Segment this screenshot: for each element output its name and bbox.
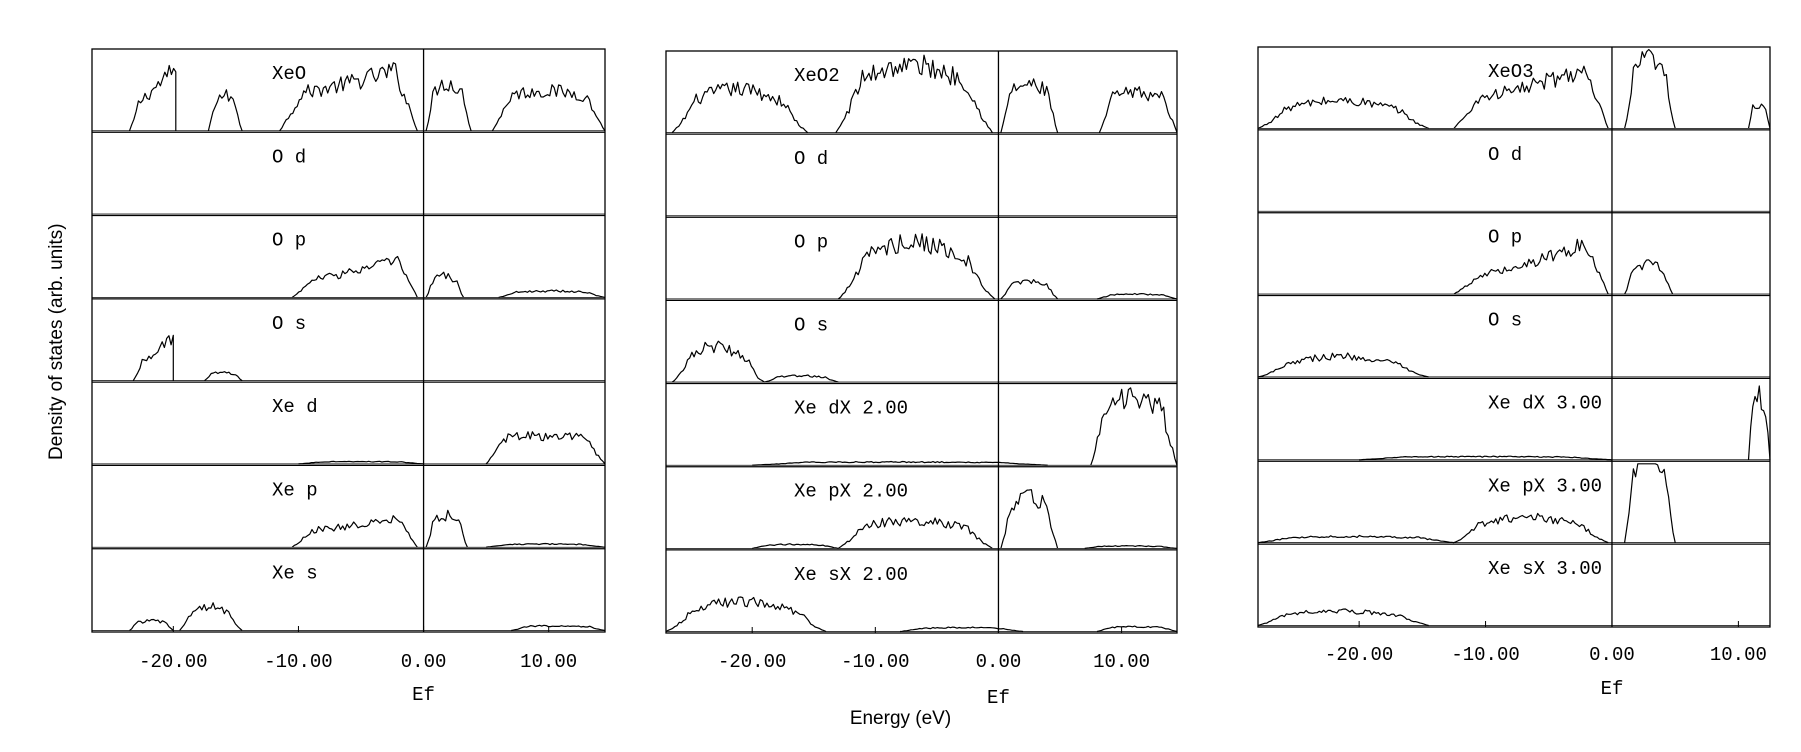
dos-curve [1257, 96, 1429, 129]
panel-label: O p [794, 231, 828, 253]
dos-curve [1624, 463, 1676, 543]
x-tick-label: 0.00 [976, 651, 1022, 673]
x-tick-label: 0.00 [401, 651, 447, 673]
dos-curve [1084, 545, 1178, 549]
dos-curve [179, 602, 243, 631]
dos-curve [279, 62, 418, 132]
panel-label: Xe pX 3.00 [1488, 475, 1602, 497]
dos-curve [1624, 259, 1674, 295]
x-axis-label: Energy (eV) [849, 708, 952, 729]
dos-curve [1453, 512, 1609, 544]
x-tick-label: -10.00 [1451, 644, 1519, 666]
dos-curve [425, 509, 468, 548]
dos-curve [671, 81, 809, 134]
dos-curve [498, 289, 606, 298]
chart-1: XeO O d O p O s Xe d Xe p Xe s -20.00 -10.00 0.00… [91, 48, 606, 706]
x-tick-label: 10.00 [1710, 644, 1767, 666]
dos-curve [838, 517, 993, 549]
x-axis-ef-label: Ef [1601, 678, 1624, 700]
x-tick-label: -10.00 [841, 651, 909, 673]
dos-curve [1747, 103, 1771, 129]
panel-label: O s [794, 314, 828, 336]
dos-curve [1096, 625, 1178, 633]
dos-curve [298, 460, 424, 465]
dos-curve [1098, 86, 1178, 133]
dos-curve [511, 624, 606, 632]
panel-label: Xe pX 2.00 [794, 481, 908, 503]
x-axis-ef-label: Ef [987, 687, 1010, 709]
dos-curve [204, 371, 243, 382]
dos-curve [899, 626, 1024, 633]
dos-curve [671, 340, 765, 383]
dos-curve [1090, 387, 1178, 466]
dos-curve [1624, 48, 1676, 129]
chart-2: XeO2 O d O p O s Xe dX 2.00 Xe pX 2.00 Xe sX 2… [665, 50, 1178, 709]
panel-label: Xe s [272, 563, 318, 585]
dos-curve [291, 255, 418, 298]
dos-curve [291, 515, 418, 548]
dos-curve [425, 271, 465, 298]
x-tick-label: -10.00 [264, 651, 332, 673]
x-tick-label: -20.00 [139, 651, 207, 673]
x-tick-label: 10.00 [520, 651, 577, 673]
plot-frame [665, 50, 1178, 634]
dos-curve [752, 543, 839, 549]
dos-curve [1096, 292, 1178, 300]
panel-label: Xe sX 2.00 [794, 564, 908, 586]
dos-curve [485, 431, 606, 465]
dos-curve [128, 64, 177, 132]
dos-curve [1453, 238, 1609, 295]
x-tick-label: 0.00 [1589, 644, 1635, 666]
y-axis-label: Density of states (arb. units) [46, 223, 67, 460]
dos-curve [1000, 489, 1059, 549]
dos-curve [665, 596, 827, 633]
panel-label: Xe sX 3.00 [1488, 558, 1602, 580]
x-tick-label: 10.00 [1093, 651, 1150, 673]
dos-curve [1453, 65, 1609, 129]
panel-label: O s [1488, 310, 1522, 332]
panel-label: XeO2 [794, 65, 840, 87]
dos-curve [1257, 534, 1455, 544]
panel-label: O d [1488, 144, 1522, 166]
dos-curve [129, 618, 174, 631]
x-axis-ef-label: Ef [412, 684, 435, 706]
chart-3: XeO3 O d O p O s Xe dX 3.00 Xe pX 3.00 Xe sX 3… [1257, 46, 1771, 700]
dos-curve [132, 334, 174, 381]
dos-curve [838, 233, 996, 300]
dos-curve [1257, 608, 1429, 627]
dos-curve [1359, 455, 1613, 461]
dos-curve [207, 89, 243, 132]
dos-curve [486, 542, 606, 548]
panel-label: XeO3 [1488, 61, 1534, 83]
panel-label: Xe d [272, 396, 318, 418]
dos-curve [764, 374, 839, 383]
dos-curve [752, 460, 1048, 466]
panel-label: O d [794, 148, 828, 170]
dos-curve [491, 84, 606, 132]
panel-label: Xe dX 2.00 [794, 398, 908, 420]
plot-frame [1257, 46, 1771, 628]
panel-label: O d [272, 146, 306, 168]
dos-curve [1257, 352, 1429, 378]
dos-curve [1000, 78, 1059, 133]
panel-label: Xe dX 3.00 [1488, 392, 1602, 414]
panel-label: O p [272, 230, 306, 252]
dos-curve [1000, 279, 1059, 300]
dos-curve [425, 79, 472, 131]
plot-frame [91, 48, 606, 633]
x-tick-label: -20.00 [1325, 644, 1393, 666]
panel-label: XeO [272, 63, 306, 85]
panel-label: Xe p [272, 479, 318, 501]
x-tick-label: -20.00 [718, 651, 786, 673]
dos-curve [835, 54, 993, 133]
dos-curve [1747, 385, 1771, 460]
panel-label: O p [1488, 227, 1522, 249]
panel-label: O s [272, 313, 306, 335]
